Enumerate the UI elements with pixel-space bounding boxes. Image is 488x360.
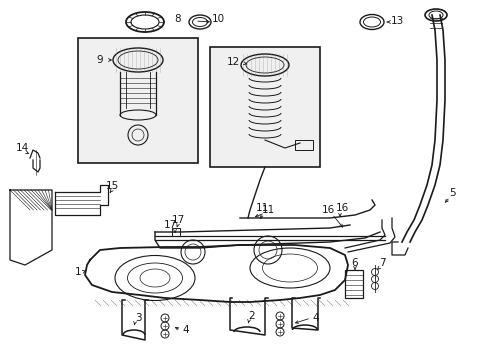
- Bar: [78, 38, 198, 163]
- Text: 4: 4: [183, 325, 189, 335]
- Text: 17: 17: [171, 215, 184, 225]
- Text: 11: 11: [255, 203, 268, 213]
- Text: 7: 7: [378, 258, 385, 268]
- Text: 14: 14: [15, 143, 29, 153]
- Text: 6: 6: [351, 258, 358, 268]
- Text: 13: 13: [389, 16, 403, 26]
- Text: 11: 11: [261, 205, 274, 215]
- Text: 5: 5: [449, 188, 455, 198]
- Text: 12: 12: [226, 57, 239, 67]
- Text: 16: 16: [321, 205, 334, 215]
- Text: 17: 17: [163, 220, 176, 230]
- Text: 1: 1: [75, 267, 81, 277]
- Text: 15: 15: [105, 181, 119, 191]
- Bar: [294, 140, 312, 150]
- Bar: [172, 228, 180, 236]
- Text: 4: 4: [312, 313, 319, 323]
- Text: 9: 9: [97, 55, 103, 65]
- Text: 10: 10: [211, 14, 224, 24]
- Bar: [209, 47, 319, 167]
- Text: 2: 2: [248, 311, 255, 321]
- Text: 16: 16: [335, 203, 348, 213]
- Text: 8: 8: [174, 14, 181, 24]
- Text: 3: 3: [134, 313, 141, 323]
